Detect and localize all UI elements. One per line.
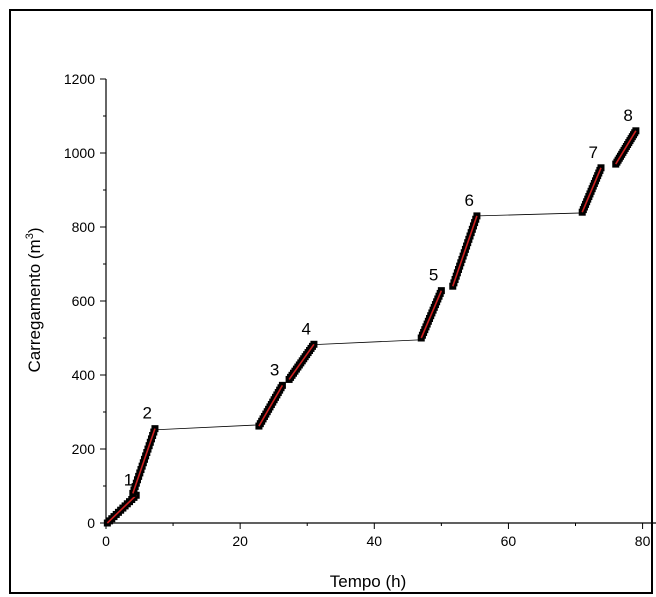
fit-line [581,167,602,213]
connector-line [156,424,257,431]
fit-line [132,428,156,494]
axes: 0 200 400 600 800 1000 1200 0 20 40 60 80 [64,71,656,549]
x-tick-label: 0 [102,533,110,549]
y-axis-title: Carregamento (m3) [24,227,44,372]
y-axis-title-superscript: 3 [24,233,36,239]
segment-label-3: 3 [270,360,279,379]
y-tick-label: 0 [87,515,95,531]
x-tick-label: 20 [232,533,248,549]
segment-8 [612,127,640,168]
segment-3 [255,381,286,430]
segment-7 [578,164,605,216]
fit-line [106,494,137,524]
segment-label-6: 6 [464,191,473,210]
segment-label-2: 2 [142,404,151,423]
segment-labels: 1 2 3 4 5 6 7 8 [124,106,633,489]
fit-line [615,130,637,165]
segment-1 [103,491,140,527]
connector-line [478,212,583,217]
y-tick-label: 200 [72,441,96,457]
fit-line [420,290,443,339]
y-axis-title-close: ) [25,227,44,233]
segment-label-8: 8 [623,106,632,125]
segment-2 [129,425,159,497]
x-tick-label: 60 [501,533,517,549]
y-tick-label: 400 [72,367,96,383]
y-tick-label: 1000 [64,145,95,161]
x-tick-label: 80 [635,533,651,549]
segment-4 [285,340,318,383]
y-axis-title-main: Carregamento (m [25,239,44,372]
series-layer [103,127,640,527]
segment-5 [417,287,445,342]
connector-line [313,339,420,346]
fit-line [258,384,284,427]
y-tick-label: 600 [72,293,96,309]
x-tick-label: 40 [367,533,383,549]
segment-label-7: 7 [589,143,598,162]
segment-6 [449,212,481,290]
x-axis-title: Tempo (h) [330,572,407,591]
fit-line [452,215,478,287]
segment-label-5: 5 [429,266,438,285]
segment-label-1: 1 [124,470,133,489]
segment-label-4: 4 [301,319,310,338]
y-tick-label: 800 [72,219,96,235]
chart-frame [9,9,653,594]
fit-line [288,343,315,380]
y-tick-label: 1200 [64,71,95,87]
